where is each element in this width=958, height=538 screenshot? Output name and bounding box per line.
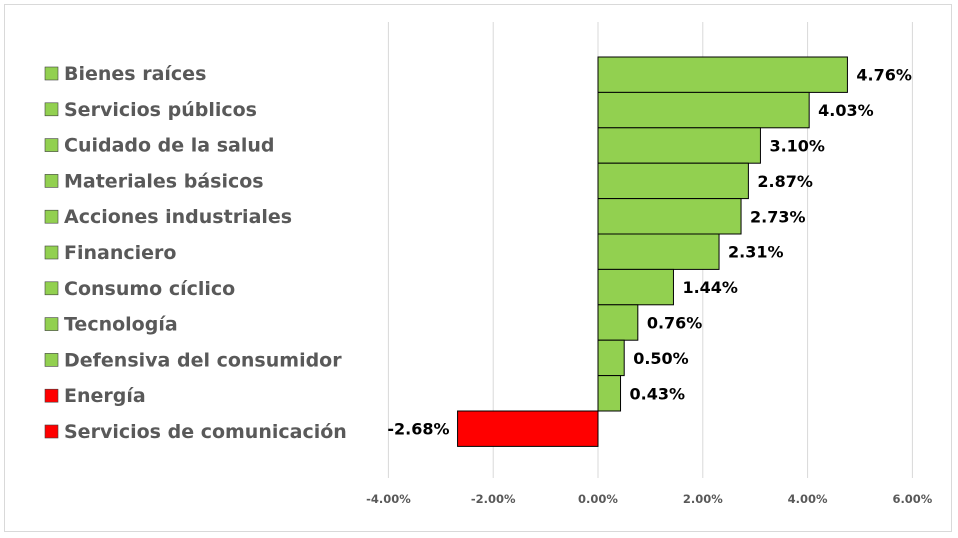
legend-label: Acciones industriales <box>64 206 292 228</box>
legend-label: Energía <box>64 385 146 407</box>
data-label: 2.87% <box>757 172 813 191</box>
legend-swatch <box>44 66 59 81</box>
x-tick-label: -2.00% <box>471 492 516 506</box>
bar <box>597 91 810 129</box>
bar <box>597 339 625 377</box>
x-tick-label: -4.00% <box>366 492 411 506</box>
data-label: 2.73% <box>750 207 806 226</box>
data-label: 1.44% <box>682 278 738 297</box>
data-label: 0.76% <box>647 314 703 333</box>
legend-label: Consumo cíclico <box>64 278 235 300</box>
x-tick-label: 0.00% <box>578 492 618 506</box>
bar <box>597 233 720 270</box>
bar <box>597 127 761 164</box>
data-label: 0.43% <box>630 384 686 403</box>
data-label: 0.50% <box>633 349 689 368</box>
data-label: 4.03% <box>818 101 874 120</box>
bar <box>597 198 742 235</box>
x-tick-label: 2.00% <box>683 492 723 506</box>
legend-label: Servicios públicos <box>64 99 257 121</box>
data-label: 2.31% <box>728 243 784 262</box>
x-tick-label: 6.00% <box>892 492 932 506</box>
bar <box>597 375 622 412</box>
legend-label: Materiales básicos <box>64 170 264 192</box>
legend-swatch <box>44 138 59 152</box>
legend-swatch <box>44 102 59 117</box>
legend-swatch <box>44 424 59 439</box>
data-label: -2.68% <box>387 420 449 439</box>
legend-swatch <box>44 281 59 296</box>
bar <box>457 410 599 447</box>
bar <box>597 268 674 306</box>
legend-swatch <box>44 245 59 260</box>
legend-swatch <box>44 388 59 403</box>
chart-frame <box>4 4 952 532</box>
data-label: 4.76% <box>856 66 912 85</box>
legend-label: Cuidado de la salud <box>64 135 275 157</box>
bar <box>597 56 848 93</box>
x-tick-label: 4.00% <box>788 492 828 506</box>
data-label: 3.10% <box>769 137 825 156</box>
legend-label: Servicios de comunicación <box>64 421 347 443</box>
legend-swatch <box>44 174 59 188</box>
legend-swatch <box>44 353 59 367</box>
legend-label: Defensiva del consumidor <box>64 349 342 371</box>
legend-label: Financiero <box>64 242 176 264</box>
legend-label: Tecnología <box>64 314 178 336</box>
legend-swatch <box>44 209 59 224</box>
legend-swatch <box>44 317 59 331</box>
legend-label: Bienes raíces <box>64 63 206 85</box>
bar <box>597 162 749 200</box>
bar <box>597 304 639 341</box>
